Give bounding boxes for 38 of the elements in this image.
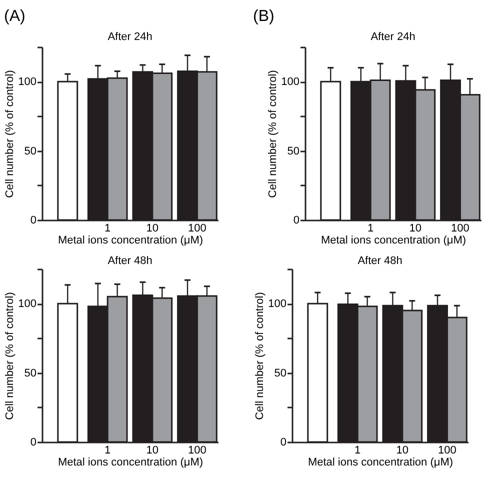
x-tick-label: 1 — [354, 444, 361, 456]
y-tick-label: 0 — [30, 214, 36, 226]
y-tick-label: 0 — [280, 436, 286, 448]
y-tick-label: 50 — [24, 367, 36, 380]
y-tick-label: 50 — [24, 145, 36, 158]
chart-title: After 24h — [108, 31, 152, 43]
x-axis-title: Metal ions concentration (μM) — [58, 234, 204, 246]
y-tick-label: 100 — [18, 298, 36, 310]
text: (A) — [4, 8, 26, 25]
x-axis-title: Metal ions concentration (μM) — [58, 456, 204, 468]
x-axis-title: Metal ions concentration (μM) — [320, 234, 466, 246]
x-tick-label: 100 — [451, 222, 470, 234]
y-axis-title: Cell number (% of control) — [267, 70, 280, 198]
x-axis-title: Metal ions concentration (μM) — [308, 456, 454, 468]
x-tick-label: 1 — [104, 222, 111, 234]
y-tick-label: 0 — [293, 214, 300, 226]
text: (B) — [253, 8, 274, 25]
x-tick-label: 10 — [396, 444, 409, 456]
y-axis-title: Cell number (% of control) — [254, 292, 266, 420]
y-tick-label: 100 — [18, 76, 36, 88]
y-tick-label: 0 — [30, 436, 36, 448]
chart-title: After 48h — [358, 255, 402, 267]
x-tick-label: 100 — [188, 444, 206, 456]
y-axis-title: Cell number (% of control) — [4, 70, 16, 198]
chart-title: After 48h — [108, 255, 152, 267]
x-tick-label: 1 — [104, 444, 111, 456]
y-tick-label: 50 — [274, 367, 286, 380]
x-tick-label: 10 — [146, 222, 159, 234]
chart-title: After 24h — [370, 31, 416, 43]
x-tick-label: 10 — [146, 444, 159, 456]
x-tick-label: 100 — [188, 222, 206, 234]
y-axis-title: Cell number (% of control) — [4, 292, 16, 420]
y-tick-label: 100 — [268, 298, 286, 310]
x-tick-label: 10 — [409, 222, 422, 234]
y-tick-label: 50 — [287, 145, 300, 158]
x-tick-label: 1 — [368, 222, 374, 234]
y-tick-label: 100 — [281, 76, 300, 88]
x-tick-label: 100 — [438, 444, 456, 456]
